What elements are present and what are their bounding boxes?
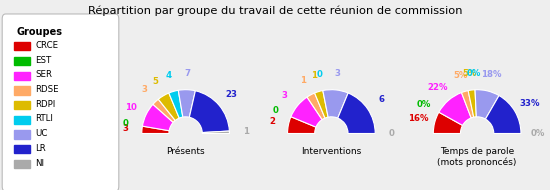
Text: 0%: 0% [467, 69, 481, 78]
Text: CRCE: CRCE [35, 41, 58, 50]
Wedge shape [461, 91, 474, 118]
FancyBboxPatch shape [2, 14, 119, 190]
Wedge shape [189, 91, 229, 133]
Text: Groupes: Groupes [16, 27, 63, 37]
Text: RDPI: RDPI [35, 100, 56, 109]
Text: 3: 3 [141, 85, 147, 94]
Text: 3: 3 [334, 69, 340, 78]
Wedge shape [468, 90, 476, 117]
Text: Interventions: Interventions [301, 147, 361, 156]
Text: NI: NI [35, 159, 44, 168]
Wedge shape [291, 97, 322, 127]
Text: 3: 3 [282, 91, 288, 100]
Bar [14, 116, 30, 124]
Text: 16%: 16% [408, 114, 429, 123]
Text: 18%: 18% [481, 70, 502, 79]
Text: 5%: 5% [463, 69, 477, 78]
Wedge shape [288, 117, 316, 134]
Wedge shape [323, 90, 348, 118]
Bar [14, 160, 30, 168]
Wedge shape [307, 93, 325, 120]
Text: Temps de parole
(mots prononcés): Temps de parole (mots prononcés) [437, 147, 517, 167]
Bar [14, 86, 30, 95]
Text: 1: 1 [311, 71, 317, 80]
Bar [14, 101, 30, 109]
Text: 1: 1 [300, 76, 306, 85]
Text: 0%: 0% [417, 100, 431, 109]
Text: Répartition par groupe du travail de cette réunion de commission: Répartition par groupe du travail de cet… [88, 6, 462, 16]
Bar [14, 57, 30, 65]
Wedge shape [158, 93, 179, 120]
Text: EST: EST [35, 56, 52, 65]
Text: 23: 23 [226, 90, 238, 99]
Wedge shape [439, 93, 471, 125]
Text: LR: LR [35, 144, 46, 153]
Wedge shape [153, 99, 175, 122]
Text: Présents: Présents [166, 147, 205, 156]
Text: UC: UC [35, 129, 48, 138]
Text: 0: 0 [389, 129, 395, 138]
Text: 1: 1 [243, 127, 249, 136]
Wedge shape [142, 104, 173, 131]
Wedge shape [178, 90, 195, 117]
Bar [14, 145, 30, 154]
Text: 33%: 33% [519, 99, 540, 108]
Text: 6: 6 [378, 95, 384, 104]
Bar [14, 71, 30, 80]
Wedge shape [486, 96, 521, 134]
Wedge shape [315, 90, 328, 118]
Bar [14, 42, 30, 50]
Wedge shape [169, 90, 183, 118]
Text: RTLI: RTLI [35, 115, 53, 124]
Wedge shape [142, 126, 169, 134]
Bar [14, 130, 30, 139]
Text: 5%: 5% [453, 71, 468, 80]
Text: SER: SER [35, 70, 52, 79]
Text: 0: 0 [317, 70, 322, 79]
Text: 0%: 0% [530, 129, 545, 138]
Wedge shape [433, 112, 463, 134]
Text: RDSE: RDSE [35, 85, 59, 94]
Text: 2: 2 [269, 117, 275, 126]
Wedge shape [475, 90, 499, 119]
Text: 4: 4 [166, 71, 172, 80]
Text: 22%: 22% [427, 83, 448, 92]
Wedge shape [202, 131, 229, 134]
Text: 0: 0 [273, 106, 278, 115]
Text: 0: 0 [123, 119, 129, 128]
Text: 10: 10 [125, 103, 137, 112]
Text: 7: 7 [184, 69, 190, 78]
Text: 3: 3 [122, 124, 128, 133]
Wedge shape [338, 93, 375, 134]
Text: 5: 5 [152, 77, 158, 86]
